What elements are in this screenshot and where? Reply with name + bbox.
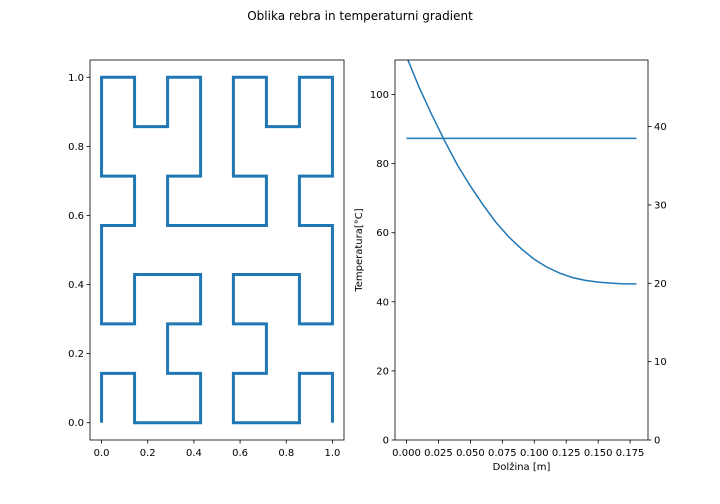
temp-left-y-tick-label: 100 bbox=[370, 90, 389, 101]
temp-right-y-tick-label: 30 bbox=[654, 200, 667, 211]
temp-left-y-tick-label: 40 bbox=[376, 297, 389, 308]
fin-x-tick-label: 1.0 bbox=[325, 448, 341, 459]
temp-x-tick-label: 0.125 bbox=[552, 448, 581, 459]
temp-right-y-tick-label: 20 bbox=[654, 279, 667, 290]
fin-axes-frame bbox=[89, 59, 345, 441]
fin-x-tick-label: 0.6 bbox=[232, 448, 248, 459]
fin-y-tick-label: 0.0 bbox=[68, 418, 84, 429]
fin-y-tick-label: 1.0 bbox=[68, 73, 84, 84]
fin-y-tick-label: 0.8 bbox=[68, 142, 84, 153]
temp-x-tick-label: 0.175 bbox=[616, 448, 645, 459]
temp-left-y-tick-label: 0 bbox=[383, 436, 389, 447]
fin-shape-chart: 0.0 0.2 0.4 0.6 0.8 1.0 0.0 0.2 0.4 0.6 0.8 1.0 bbox=[68, 59, 345, 459]
temp-x-tick-label: 0.000 bbox=[392, 448, 421, 459]
temp-x-axis-label: Dolžina [m] bbox=[493, 461, 551, 473]
temp-right-y-tick-label: 40 bbox=[654, 122, 667, 133]
temp-left-y-tick-label: 60 bbox=[376, 228, 389, 239]
temp-y-axis-label: Temperatura[°C] bbox=[354, 208, 365, 292]
fin-x-tick-label: 0.8 bbox=[278, 448, 294, 459]
fin-x-tick-label: 0.0 bbox=[94, 448, 110, 459]
temp-axes-frame bbox=[394, 59, 649, 441]
temp-x-tick-label: 0.050 bbox=[456, 448, 485, 459]
temp-right-y-tick-label: 0 bbox=[654, 436, 660, 447]
temp-plot-area bbox=[406, 60, 637, 285]
temp-x-tick-label: 0.025 bbox=[424, 448, 453, 459]
temp-left-y-tick-label: 80 bbox=[376, 159, 389, 170]
temp-x-tick-label: 0.075 bbox=[488, 448, 517, 459]
temp-right-y-tick-label: 10 bbox=[654, 357, 667, 368]
fin-x-tick-label: 0.4 bbox=[186, 448, 202, 459]
temp-x-tick-label: 0.150 bbox=[584, 448, 613, 459]
fin-y-tick-label: 0.4 bbox=[68, 280, 84, 291]
figure-title: Oblika rebra in temperaturni gradient bbox=[247, 9, 473, 23]
fin-outline-line bbox=[100, 75, 334, 425]
temperature-chart: 0.000 0.025 0.050 0.075 0.100 0.125 0.150 0.175… bbox=[354, 59, 667, 473]
temp-profile-line bbox=[407, 60, 637, 285]
temp-x-tick-label: 0.100 bbox=[520, 448, 549, 459]
fin-y-tick-label: 0.2 bbox=[68, 349, 84, 360]
fin-y-tick-label: 0.6 bbox=[68, 211, 84, 222]
fin-x-tick-label: 0.2 bbox=[140, 448, 156, 459]
temp-left-y-tick-label: 20 bbox=[376, 366, 389, 377]
